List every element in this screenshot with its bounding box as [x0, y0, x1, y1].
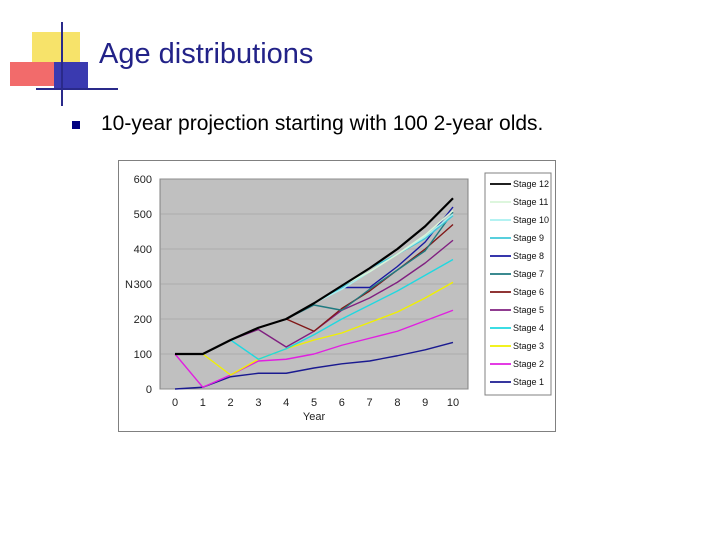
series-line-stage-3 — [175, 281, 454, 376]
series-line-stage-12 — [175, 197, 454, 356]
x-tick-label: 7 — [367, 397, 373, 409]
chart-frame: 0 100 200 300 400 500 600 0 1 2 3 4 5 6 7 8 9 10 Year N Stag… — [118, 160, 556, 432]
legend-label: Stage 11 — [513, 197, 548, 207]
x-tick-label: 8 — [394, 397, 400, 409]
y-tick-label: 500 — [134, 209, 152, 221]
bullet-marker — [72, 121, 80, 129]
x-tick-label: 4 — [283, 397, 289, 409]
legend-label: Stage 3 — [513, 341, 544, 351]
deco-blue-square — [54, 62, 88, 90]
legend-label: Stage 4 — [513, 323, 544, 333]
x-tick-label: 3 — [255, 397, 261, 409]
legend-label: Stage 9 — [513, 233, 544, 243]
y-tick-label: 200 — [134, 314, 152, 326]
page-title: Age distributions — [99, 38, 314, 70]
series-line-stage-1 — [174, 341, 454, 390]
y-tick-label: 600 — [134, 174, 152, 186]
x-tick-label: 1 — [200, 397, 206, 409]
line-chart: 0 100 200 300 400 500 600 0 1 2 3 4 5 6 7 8 9 10 Year N Stag… — [125, 172, 552, 423]
legend-label: Stage 7 — [513, 269, 544, 279]
legend-label: Stage 1 — [513, 377, 544, 387]
deco-vertical-line — [61, 22, 63, 106]
x-axis-label: Year — [303, 411, 326, 423]
legend-label: Stage 2 — [513, 359, 544, 369]
deco-red-bar — [10, 62, 54, 86]
x-tick-label: 6 — [339, 397, 345, 409]
bullet-text: 10-year projection starting with 100 2-y… — [101, 112, 544, 135]
legend — [484, 172, 552, 396]
x-tick-label: 10 — [447, 397, 459, 409]
y-tick-label: 300 — [134, 279, 152, 291]
x-tick-label: 5 — [311, 397, 317, 409]
y-tick-label: 0 — [146, 384, 152, 396]
y-tick-label: 400 — [134, 244, 152, 256]
legend-label: Stage 10 — [513, 215, 549, 225]
series-line-stage-2 — [174, 309, 454, 388]
x-tick-label: 9 — [422, 397, 428, 409]
legend-label: Stage 6 — [513, 287, 544, 297]
x-tick-label: 2 — [228, 397, 234, 409]
x-tick-label: 0 — [172, 397, 178, 409]
deco-horizontal-line — [36, 88, 118, 90]
legend-label: Stage 8 — [513, 251, 544, 261]
legend-label: Stage 5 — [513, 305, 544, 315]
y-axis-label: N — [125, 279, 133, 291]
legend-label: Stage 12 — [513, 179, 549, 189]
y-tick-label: 100 — [134, 349, 152, 361]
